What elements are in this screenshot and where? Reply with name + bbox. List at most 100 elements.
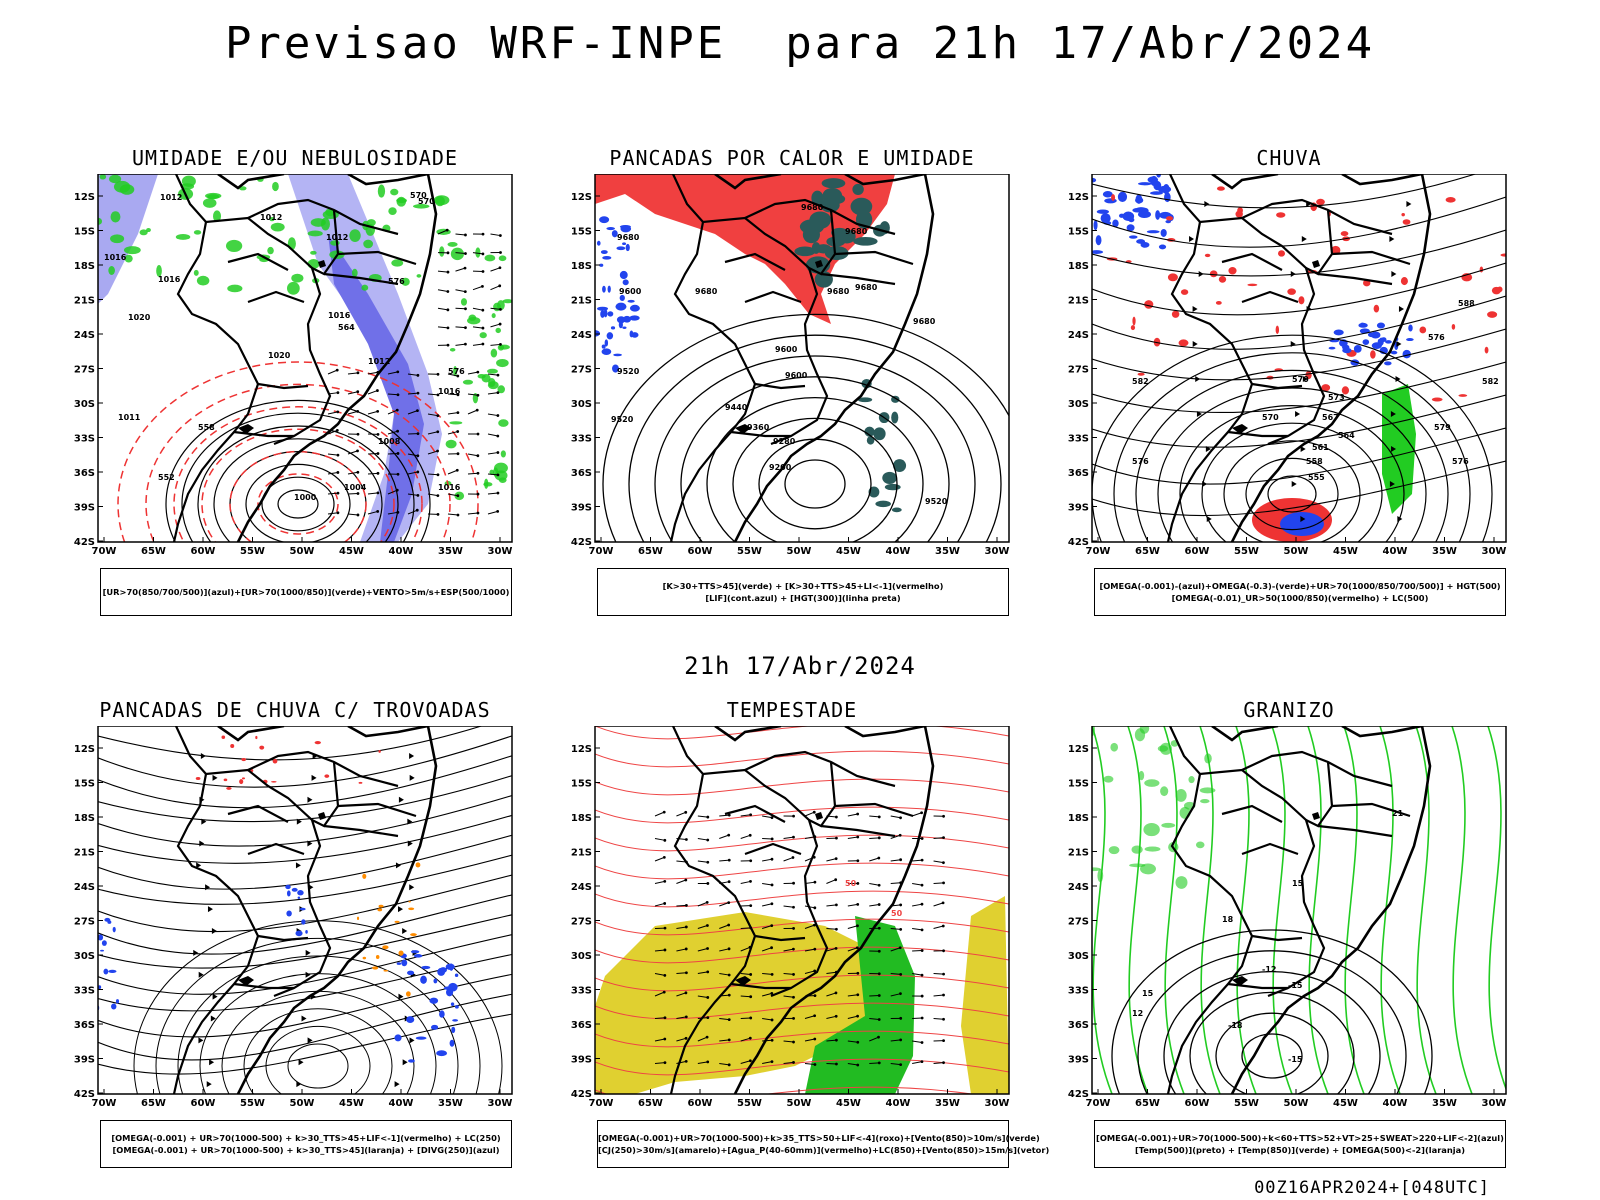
lif-contour-blob [622,315,632,323]
wind-vector [869,883,880,886]
wind-vector [792,1016,795,1020]
omega-area [1328,346,1336,350]
rain-area [1171,310,1180,318]
lat-tick-label: 18S [1068,261,1089,272]
contour-label: 15 [1142,989,1154,998]
green-humidity-blob [139,229,148,236]
wind-vector [941,924,945,928]
lon-tick-label: 60W [1185,1098,1210,1109]
streamline-arrow [1395,376,1401,382]
wind-vector [856,859,860,863]
wind-vector [740,834,751,839]
rain-area [1305,370,1312,380]
omega-area [1135,197,1144,204]
contour-label: 552 [158,473,175,482]
map-frame [1091,726,1507,1095]
wind-vector [856,812,860,816]
lat-tick-label: 30S [74,951,95,962]
wind-vector [416,432,420,436]
green-humidity-blob [445,439,457,449]
wind-vector [761,925,772,929]
wind-vector [834,927,838,931]
lon-tick-label: 30W [488,1098,513,1109]
wind-vector [920,902,924,906]
streamline-arrow [307,1037,313,1044]
convective-area [864,426,875,437]
streamline-arrow [200,753,206,759]
border-line [1221,804,1299,856]
wind-vector [942,1061,945,1065]
temp850-contour-blob [1129,863,1146,868]
wind-vector [407,493,418,496]
wind-vector [376,471,380,475]
streamline-arrow [196,862,202,869]
lake-shape [1232,424,1248,434]
thunder-area [378,904,384,908]
wind-vector [684,878,688,882]
legend-box: [K>30+TTS>45](verde) + [K>30+TTS>45+LI<-… [597,568,1009,616]
wind-vector [416,391,420,395]
wind-vector [496,451,500,454]
wind-vector [770,1018,774,1022]
green-humidity-blob [396,196,407,207]
thunder-area [239,779,244,785]
wind-vector [347,410,358,415]
wind-vector [933,1062,944,1064]
wind-vector [476,454,480,458]
streamline-arrow [1397,516,1403,522]
lat-tick-label: 27S [1068,365,1089,376]
lake-shape [318,260,326,268]
border-line [175,726,332,998]
wind-vector [834,1014,838,1018]
wind-vector [481,252,485,256]
convective-area [811,242,821,254]
green-humidity-blob [450,247,465,261]
green-humidity-blob [99,174,107,180]
wind-vector [706,838,710,842]
wind-vector [654,1017,666,1019]
wind-vector [933,994,944,997]
wind-vector [740,814,751,817]
wind-vector [770,946,773,950]
omega-area [1342,344,1350,350]
lat-tick-label: 21S [571,296,592,307]
wind-vector [490,307,501,310]
wind-vector [336,511,340,515]
lif-contour-blob [619,270,628,280]
lif-contour-blob [622,326,627,329]
lon-tick-label: 55W [240,1098,265,1109]
wind-vector [804,1038,815,1042]
lon-tick-label: 35W [1432,546,1457,557]
map-frame [594,726,1010,1095]
green-humidity-blob [291,273,304,283]
omega-area [1385,340,1392,344]
jet-contour [265,1025,371,1094]
convective-area [811,190,824,206]
wind-vector [436,449,439,453]
wind-vector [877,883,881,887]
wind-vector [869,857,879,862]
lat-tick-label: 33S [74,434,95,445]
divergence-area [421,965,431,970]
border-line [323,802,417,838]
coastline [714,174,935,542]
thunder-area [375,955,380,960]
omega-area [1402,349,1411,359]
lat-tick-label: 24S [74,882,95,893]
omega-area [1160,228,1167,237]
lat-tick-label: 39S [74,1055,95,1066]
wind-vector [912,903,923,907]
thunder-area [382,945,389,950]
convective-area [826,236,846,247]
wind-vector [933,902,944,907]
wind-vector [487,373,498,376]
divergence-area [103,968,109,975]
omega-area [1095,235,1102,246]
streamline-arrow [301,1015,307,1022]
wind-vector [481,270,485,273]
lon-tick-label: 45W [836,546,861,557]
divergence-area [407,970,415,976]
wind-vector [676,860,687,863]
wind-vector [770,924,774,928]
lif-contour-blob [611,230,618,238]
